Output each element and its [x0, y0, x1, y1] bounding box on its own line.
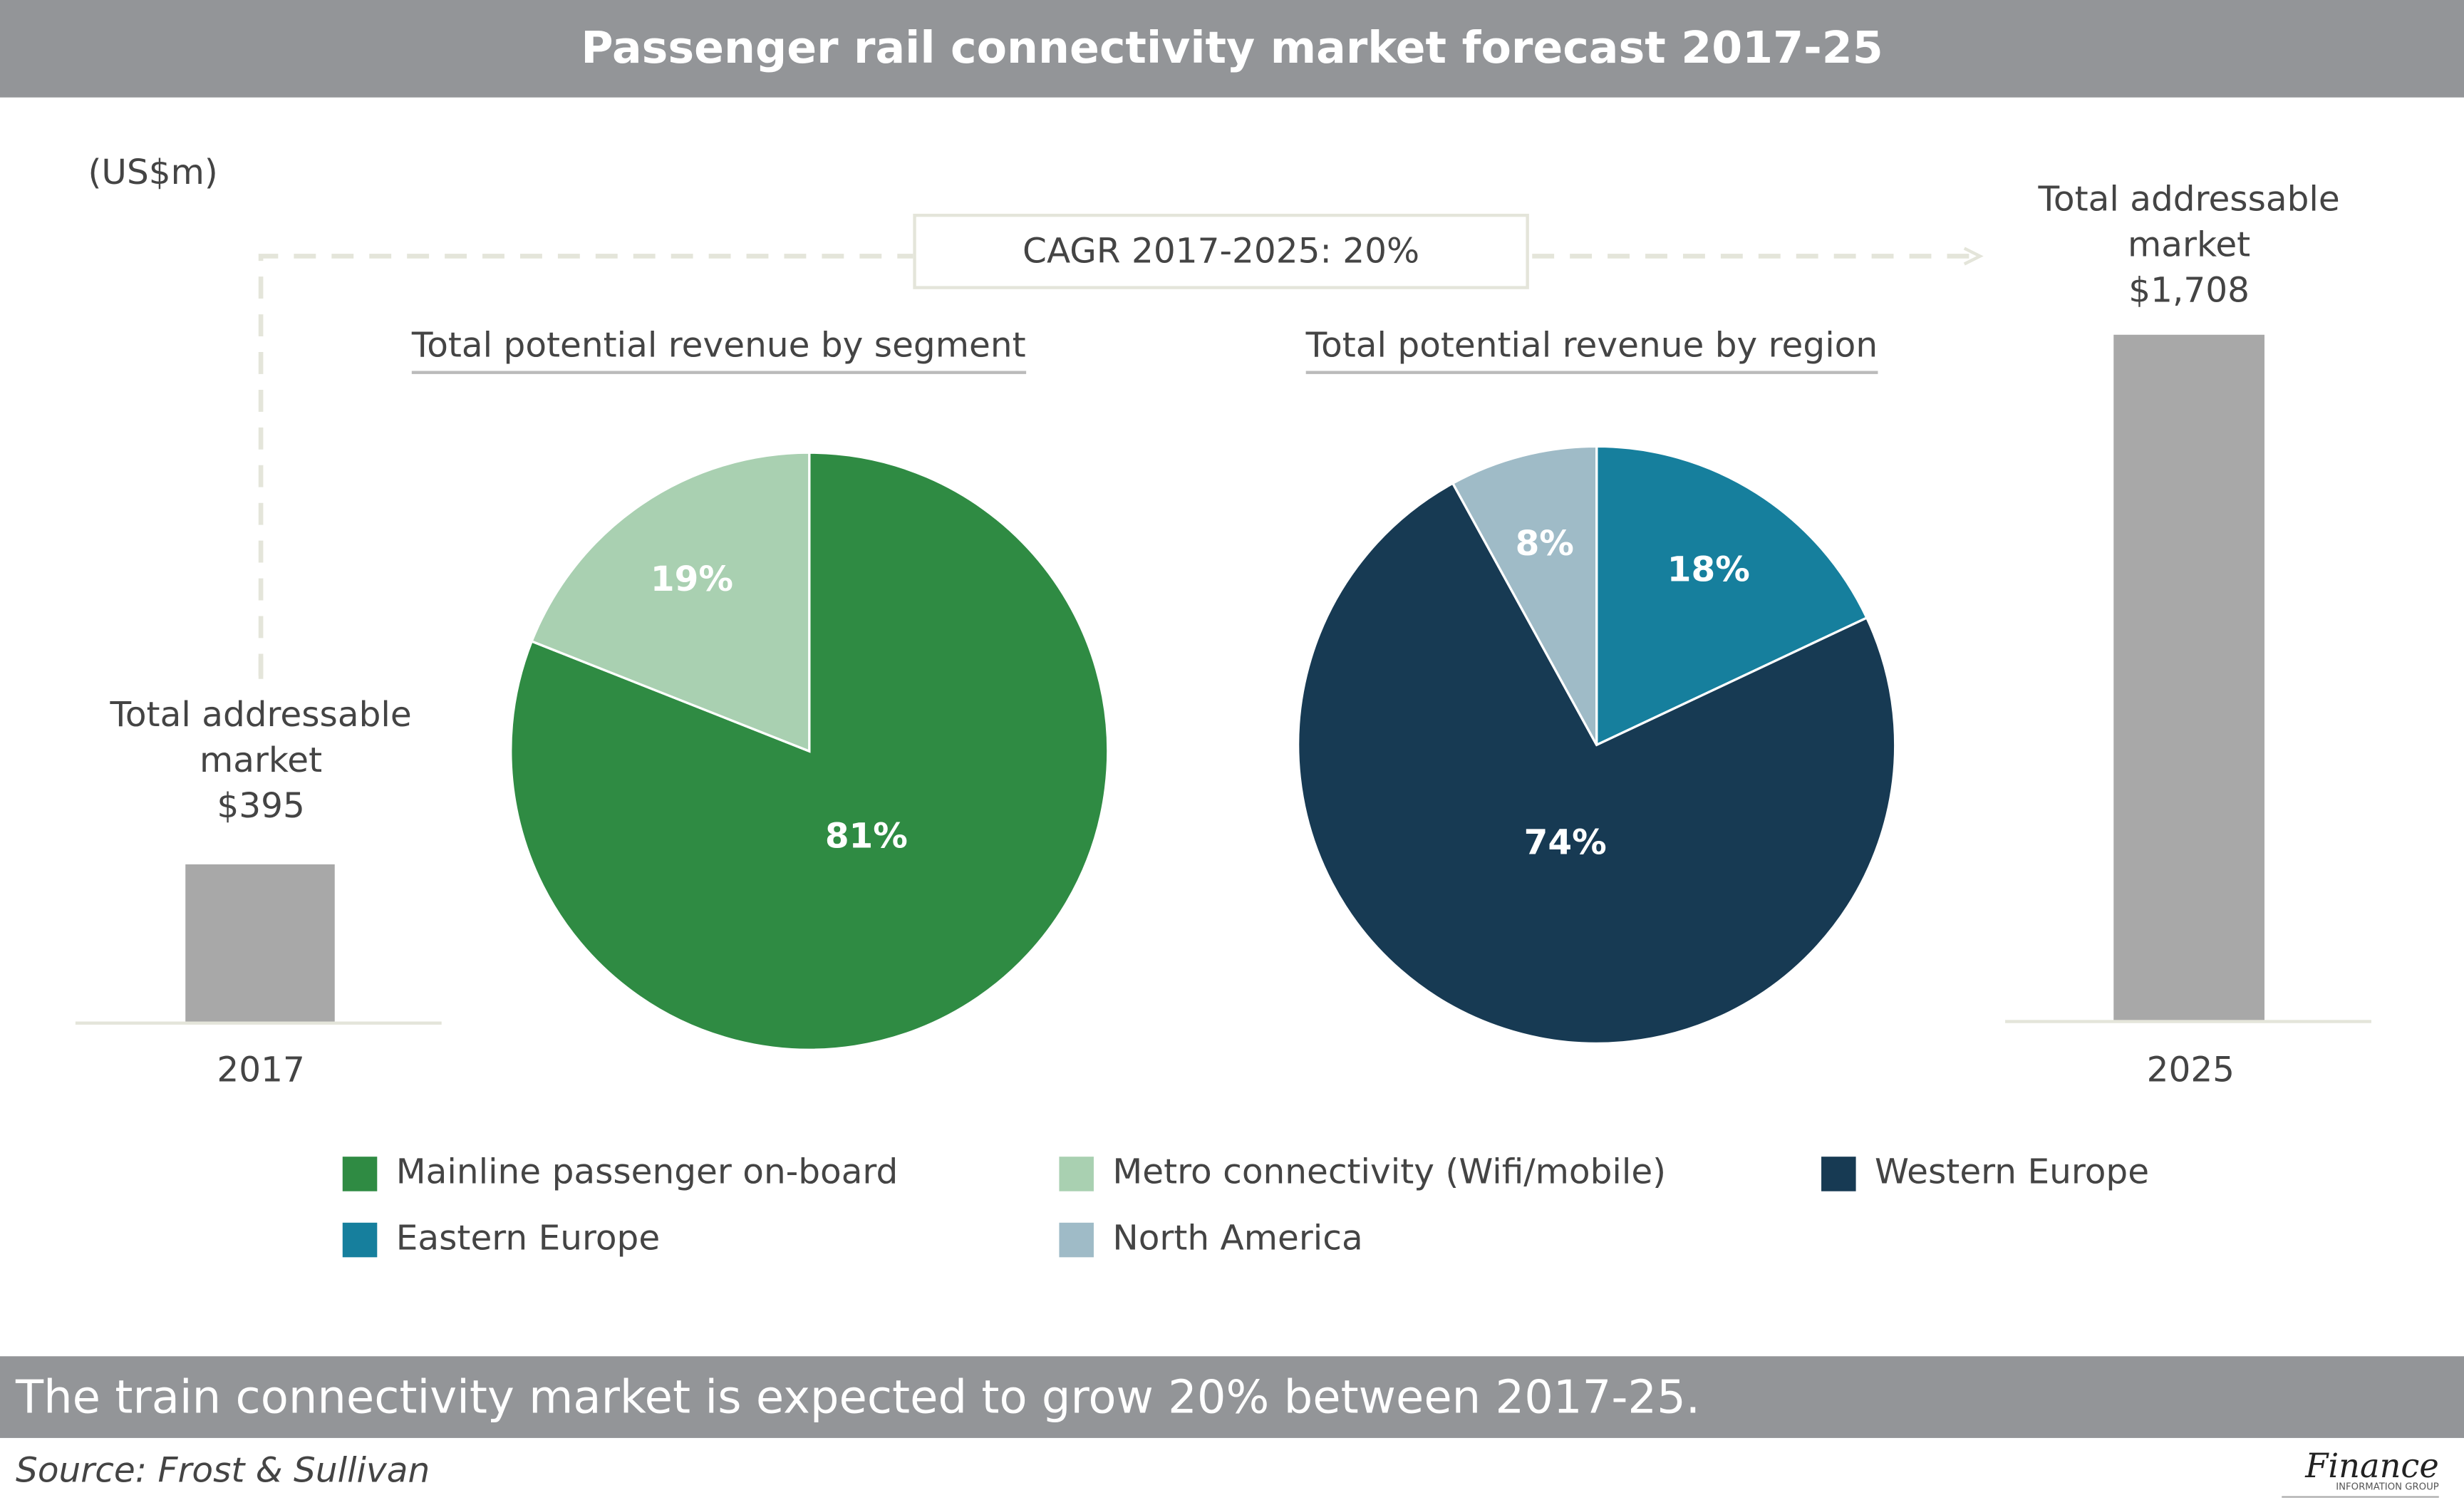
source-note: Source: Frost & Sullivan — [16, 1452, 430, 1491]
x-tick-2017: 2017 — [217, 1051, 305, 1091]
bar-label-2017: Total addressable market $395 — [56, 693, 465, 830]
bar-label-line: market — [2128, 226, 2251, 266]
cagr-dashed-line-left — [258, 254, 913, 676]
pie-data-label: 18% — [1667, 549, 1750, 589]
legend-label: Eastern Europe — [395, 1219, 661, 1259]
bar-2025 — [2113, 334, 2264, 1022]
bar-label-line: Total addressable — [110, 695, 412, 736]
legend-item: North America — [1059, 1219, 1363, 1259]
logo-sub: INFORMATION GROUP — [2282, 1482, 2439, 1498]
legend-label: Western Europe — [1875, 1153, 2150, 1193]
finance-logo: Finance INFORMATION GROUP — [2282, 1447, 2439, 1498]
pie-data-label: 19% — [651, 559, 733, 599]
pie-slice-metro-connectivity-wifi-mobile- — [530, 451, 811, 753]
pie-data-label: 81% — [825, 817, 908, 857]
bar-value-label: $1,708 — [2128, 272, 2250, 311]
bar-label-2025: Total addressable market $1,708 — [1984, 177, 2393, 314]
legend-swatch — [1821, 1156, 1856, 1191]
bar-label-line: market — [199, 741, 323, 782]
x-tick-2025: 2025 — [2146, 1051, 2235, 1091]
pie-slice-north-america — [1451, 445, 1598, 746]
legend-item: Mainline passenger on-board — [342, 1153, 899, 1193]
pie-data-label: 74% — [1524, 822, 1607, 862]
segment-pie-title: Total potential revenue by segment — [411, 327, 1026, 374]
unit-label: (US$m) — [88, 154, 218, 194]
legend-item: Western Europe — [1821, 1154, 2149, 1193]
legend-swatch — [342, 1221, 378, 1257]
page-title: Passenger rail connectivity market forec… — [0, 0, 2464, 98]
bar-value-label: $395 — [217, 787, 305, 827]
legend-label: Metro connectivity (Wifi/mobile) — [1112, 1153, 1667, 1193]
baseline-2025 — [2005, 1020, 2371, 1023]
pie-slice-western-europe — [1297, 481, 1897, 1045]
legend-swatch — [1059, 1221, 1094, 1257]
arrow-right-icon — [1963, 247, 1984, 266]
pie-data-label: 8% — [1516, 524, 1574, 564]
pie-slice-eastern-europe — [1595, 445, 1869, 747]
legend-label: North America — [1112, 1219, 1363, 1259]
bar-2017 — [185, 864, 335, 1023]
region-pie-title: Total potential revenue by region — [1305, 327, 1878, 374]
bar-label-line: Total addressable — [2038, 180, 2340, 220]
footer-caption: The train connectivity market is expecte… — [0, 1356, 2464, 1438]
legend-item: Metro connectivity (Wifi/mobile) — [1059, 1154, 1666, 1193]
baseline-2017 — [75, 1021, 442, 1025]
legend-item: Eastern Europe — [342, 1219, 661, 1259]
legend-swatch — [342, 1156, 378, 1191]
cagr-box: CAGR 2017-2025: 20% — [913, 213, 1529, 289]
logo-main: Finance — [2305, 1447, 2439, 1486]
legend-label: Mainline passenger on-board — [395, 1153, 899, 1193]
legend-swatch — [1059, 1156, 1094, 1191]
